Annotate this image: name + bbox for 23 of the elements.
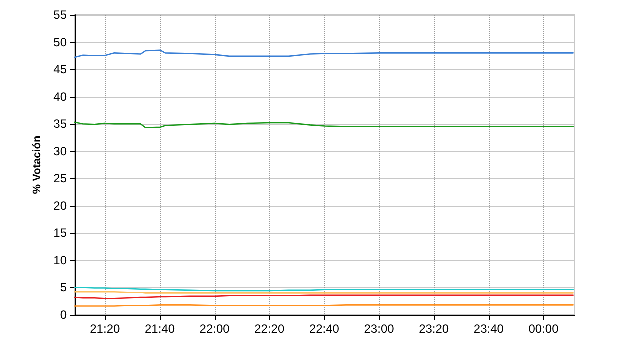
x-tick-label: 21:40 xyxy=(144,322,176,336)
x-tick-label: 22:40 xyxy=(309,322,340,336)
y-tick-label: 15 xyxy=(54,226,68,240)
y-tick-label: 35 xyxy=(54,117,68,132)
x-tick-label: 00:00 xyxy=(528,322,560,336)
x-tick-label: 23:20 xyxy=(419,322,450,336)
y-tick-label: 55 xyxy=(54,8,68,22)
x-tick-label: 23:00 xyxy=(364,322,395,336)
y-tick-label: 10 xyxy=(54,253,68,268)
x-tick-label: 22:00 xyxy=(200,322,230,336)
y-tick-label: 30 xyxy=(54,144,68,158)
y-tick-label: 5 xyxy=(60,280,68,295)
x-tick-label: 21:20 xyxy=(90,322,120,336)
y-tick-label: 50 xyxy=(54,35,68,50)
y-tick-label: 45 xyxy=(54,62,68,77)
y-tick-label: 25 xyxy=(54,172,68,186)
line-series xyxy=(74,50,574,58)
y-tick-label: 0 xyxy=(60,308,68,322)
y-tick-label: 40 xyxy=(54,90,68,104)
y-tick-label: 20 xyxy=(54,198,68,213)
x-tick-label: 23:40 xyxy=(474,322,504,336)
y-axis-title: % Votación xyxy=(31,135,44,194)
x-tick-label: 22:20 xyxy=(254,322,285,336)
